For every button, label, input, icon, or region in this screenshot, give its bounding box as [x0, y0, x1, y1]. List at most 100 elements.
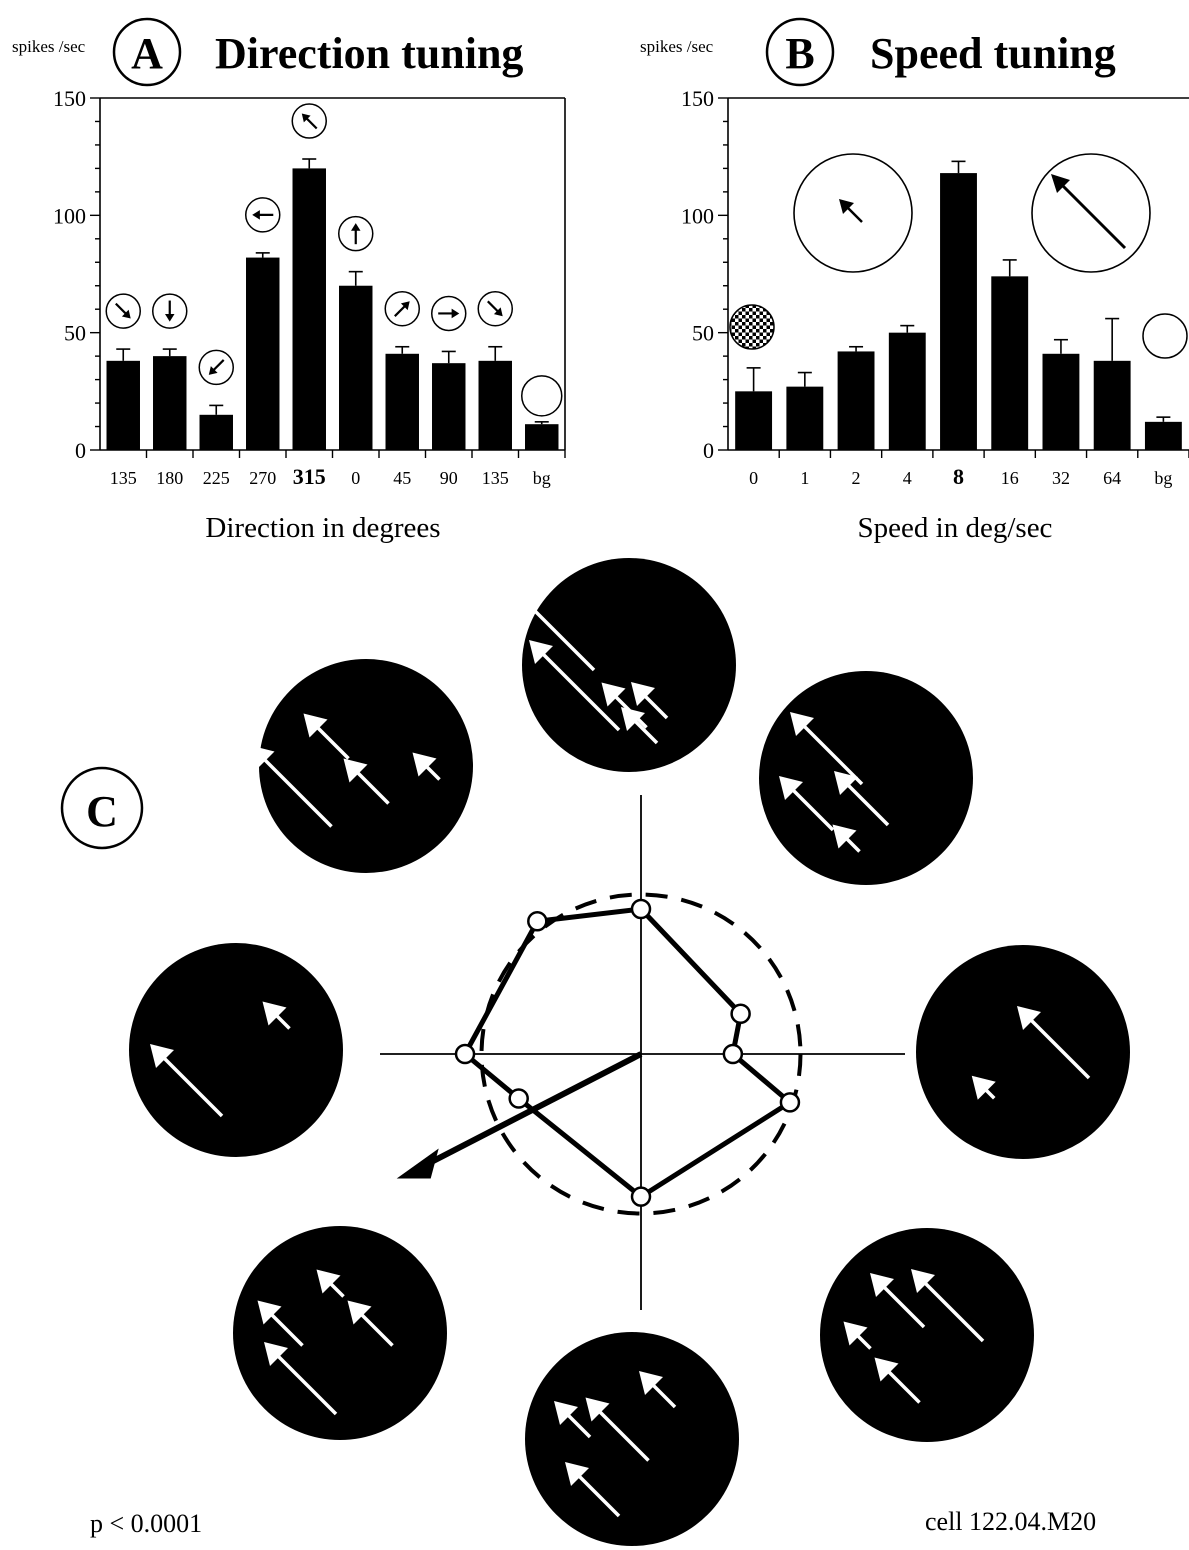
arrow-icon-90: [431, 295, 467, 332]
direction-xlabel: Direction in degrees: [205, 512, 440, 544]
polar-plot: [380, 795, 905, 1310]
speed-tick-labels: 0 50 100 150 0 1 2 4 8 16 32 64 bg: [681, 86, 1172, 489]
bar: [385, 353, 419, 450]
speed-xlabel: Speed in deg/sec: [858, 512, 1053, 544]
cell-id-annotation: cell 122.04.M20: [925, 1507, 1096, 1536]
bar: [1093, 360, 1131, 450]
y-tick-label: 100: [681, 203, 714, 228]
dot-field-icon: [129, 943, 343, 1157]
bar: [991, 276, 1029, 450]
polar-data-point: [630, 1186, 652, 1207]
arrow-icon-135: [477, 290, 513, 327]
polar-data-point: [779, 1092, 801, 1113]
speed-tuning-panel: B Speed tuning spikes /sec 0 50 100 150 0 1 2 4…: [640, 17, 1189, 544]
dot-texture-icon: [729, 304, 775, 350]
panel-a-label-circle: [112, 17, 182, 87]
direction-bars: [106, 158, 559, 450]
x-tick-label: 180: [156, 468, 183, 488]
empty-circle-icon: [1142, 313, 1188, 359]
bar: [1144, 421, 1182, 450]
x-tick-label: 0: [351, 468, 360, 488]
panel-c-label-circle: [60, 766, 144, 850]
bar: [339, 285, 373, 450]
x-tick-label: 135: [110, 468, 137, 488]
panel-a-letter: A: [131, 29, 163, 78]
x-tick-label: 45: [393, 468, 411, 488]
dot-field-icon: [759, 671, 973, 885]
y-tick-label: 0: [703, 438, 714, 463]
direction-ylabel: spikes /sec: [12, 37, 86, 56]
arrow-icon-315: [291, 103, 327, 139]
arrow-icon-225: [198, 349, 234, 386]
arrow-icon-45: [384, 290, 420, 327]
slow-arrow-icon: [793, 153, 913, 273]
speed-tuning-title: Speed tuning: [870, 29, 1116, 78]
y-tick-label: 150: [681, 86, 714, 111]
bar: [478, 360, 512, 450]
x-tick-label: 8: [953, 464, 964, 489]
x-tick-label: 16: [1001, 468, 1019, 488]
x-tick-label: 225: [203, 468, 230, 488]
arrow-icon-135: [105, 293, 141, 329]
dot-field-icon: [820, 1228, 1034, 1442]
x-tick-label: 135: [482, 468, 509, 488]
dot-field-icon: [525, 1332, 739, 1546]
speed-bars: [735, 160, 1182, 451]
x-tick-label: 64: [1103, 468, 1121, 488]
dot-field-icon: [504, 558, 736, 772]
preferred-direction-arrowhead: [396, 1148, 439, 1179]
bar: [888, 332, 926, 450]
y-tick-label: 100: [53, 203, 86, 228]
preferred-direction-vector: [419, 1051, 643, 1171]
direction-stimulus-icons: [105, 103, 563, 417]
dot-field-icon: [233, 1226, 447, 1440]
polar-data-point: [630, 898, 652, 920]
panel-b-label-circle: [765, 17, 835, 87]
x-tick-label: 0: [749, 468, 758, 488]
arrow-icon-0: [338, 215, 374, 252]
direction-tick-labels: 0 50 100 150 135 180 225 270 315 0 45 90 135 bg: [53, 86, 551, 489]
x-tick-label: 90: [440, 468, 458, 488]
arrow-icon-270: [245, 197, 281, 233]
x-tick-label: bg: [533, 468, 551, 488]
bar: [246, 257, 280, 450]
bar: [1042, 353, 1080, 450]
bar: [199, 414, 233, 450]
speed-stimulus-icons: [729, 153, 1188, 359]
y-tick-label: 50: [64, 321, 86, 346]
y-tick-label: 50: [692, 321, 714, 346]
x-tick-label: 315: [293, 464, 326, 489]
x-tick-label: bg: [1154, 468, 1172, 488]
panel-b-letter: B: [785, 29, 814, 78]
bar: [432, 363, 466, 450]
x-tick-label: 2: [852, 468, 861, 488]
reference-circle: [479, 892, 803, 1216]
arrow-icon-180: [152, 293, 188, 329]
polar-data-point: [454, 1043, 476, 1065]
bar: [153, 356, 187, 450]
bar: [735, 391, 773, 450]
empty-circle-icon: [521, 375, 563, 417]
y-tick-label: 0: [75, 438, 86, 463]
bar: [786, 386, 824, 450]
dot-field-icon: [916, 945, 1130, 1159]
bar: [525, 424, 559, 450]
direction-tuning-title: Direction tuning: [215, 29, 523, 78]
bar: [292, 168, 326, 450]
bar: [837, 351, 875, 450]
x-tick-label: 1: [800, 468, 809, 488]
speed-ylabel: spikes /sec: [640, 37, 714, 56]
polar-data-point: [508, 1088, 529, 1109]
fast-arrow-icon: [1031, 153, 1151, 273]
polar-stimulus-discs: [129, 558, 1130, 1546]
x-tick-label: 4: [903, 468, 912, 488]
y-tick-label: 150: [53, 86, 86, 111]
direction-tuning-panel: A Direction tuning spikes /sec 0 50 100 150…: [12, 17, 566, 544]
polar-panel: C p < 0.0001 cell 122.04.M20: [60, 558, 1130, 1546]
panel-c-letter: C: [86, 787, 118, 836]
polar-data-point: [527, 911, 548, 932]
bar: [940, 173, 977, 451]
p-value-annotation: p < 0.0001: [90, 1509, 202, 1538]
dot-field-icon: [250, 659, 473, 873]
